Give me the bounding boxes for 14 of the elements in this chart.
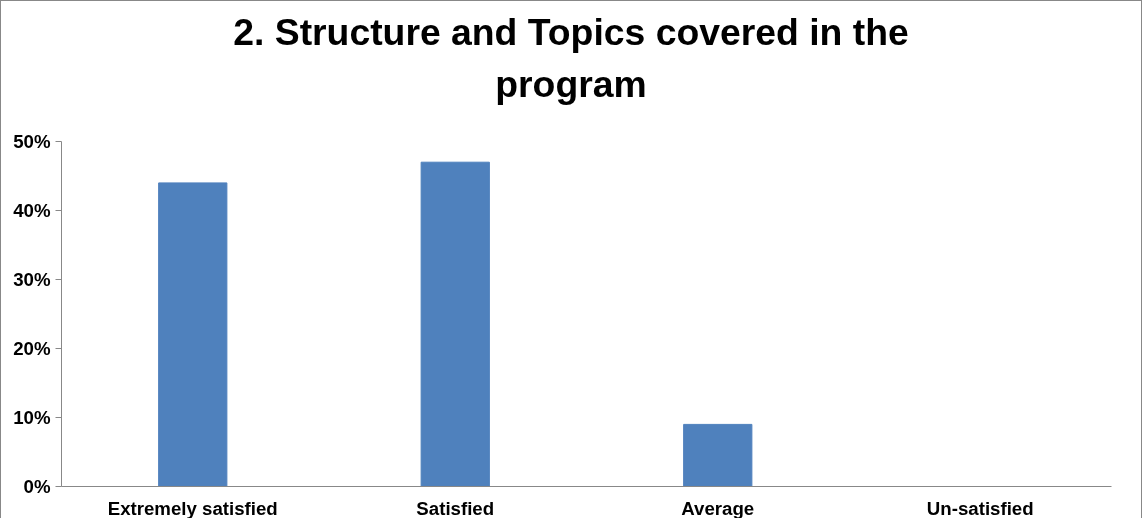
- x-tick-label: Average: [681, 497, 755, 518]
- y-tick-label: 0%: [23, 476, 51, 497]
- y-tick-label: 50%: [13, 131, 51, 152]
- chart-title: 2. Structure and Topics covered in the program: [232, 10, 910, 108]
- bar: [420, 161, 490, 487]
- bar: [683, 423, 753, 487]
- y-tick-label: 30%: [13, 269, 51, 290]
- y-tick-label: 20%: [13, 338, 51, 359]
- bar: [158, 182, 228, 487]
- x-tick-label: Un-satisfied: [926, 497, 1034, 518]
- y-tick-label: 40%: [13, 200, 51, 221]
- x-tick-label: Extremely satisfied: [107, 497, 278, 518]
- x-tick-label: Satisfied: [416, 497, 495, 518]
- y-tick-label: 10%: [13, 407, 51, 428]
